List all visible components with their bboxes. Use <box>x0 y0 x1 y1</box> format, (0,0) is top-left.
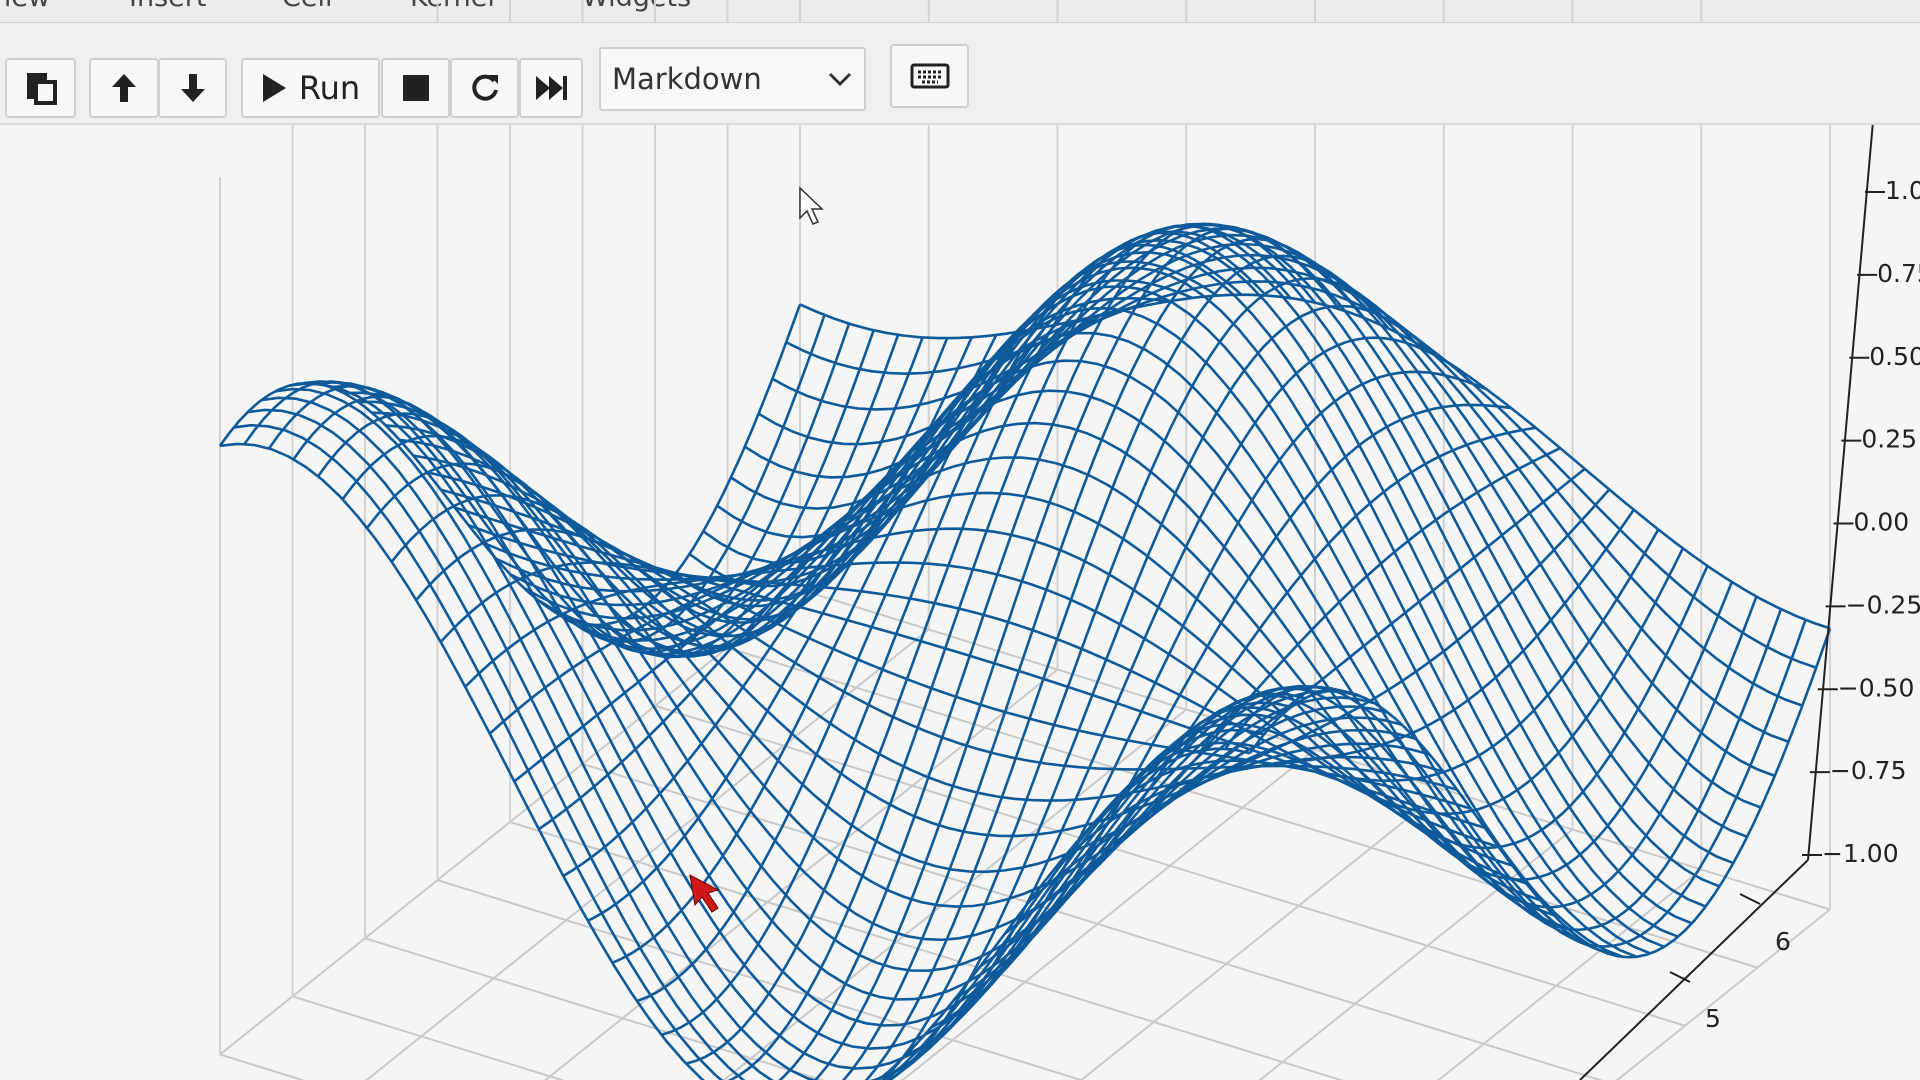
z-tick-label: −0.25 <box>1846 590 1920 619</box>
wireframe-surface <box>218 222 1832 1080</box>
y-axis-line <box>1579 859 1809 1080</box>
move-down-button[interactable] <box>158 58 227 118</box>
z-tick-label: −0.50 <box>1838 673 1915 702</box>
wireframe-line <box>1175 596 1758 909</box>
menu-item[interactable]: View <box>0 0 50 13</box>
fast-forward-icon <box>536 76 567 100</box>
mouse-cursor <box>799 186 824 225</box>
z-tick-label: 0.25 <box>1861 425 1917 454</box>
z-tick-label: −0.75 <box>1830 756 1907 785</box>
paste-icon <box>26 73 57 105</box>
floor-grid-line <box>364 937 825 1080</box>
axes: 1.00 0.75 0.50 0.25 0.00 −0.25 −0.50 −0.75 −1.00… <box>689 109 1920 1080</box>
menu-bar: View Insert Cell Kernel Widgets <box>0 0 1920 23</box>
y-tick-label: 5 <box>1705 1004 1721 1033</box>
z-tick-label: 0.00 <box>1854 508 1910 537</box>
wireframe-line <box>1248 627 1832 959</box>
wireframe-line <box>744 242 1776 778</box>
toolbar: Run Markdown <box>0 23 1920 125</box>
wireframe-line <box>267 323 851 654</box>
axes-panes <box>219 0 1831 1080</box>
floor-grid-line <box>292 995 566 1080</box>
wireframe-line <box>730 233 1762 809</box>
move-up-button[interactable] <box>89 58 159 118</box>
wireframe-line <box>771 266 1803 707</box>
menu-item[interactable]: Insert <box>129 0 206 13</box>
wireframe-line <box>785 280 1817 669</box>
red-cursor <box>689 874 720 913</box>
keyboard-button[interactable] <box>890 44 969 108</box>
wireframe-line <box>399 438 1430 838</box>
y-tick-label: 6 <box>1775 927 1791 956</box>
down-icon <box>180 74 205 102</box>
wireframe-line <box>881 277 1415 1080</box>
y-tick <box>1669 971 1691 983</box>
z-axis-line <box>1807 109 1875 861</box>
play-icon <box>262 74 286 102</box>
up-icon <box>112 74 136 102</box>
wireframe-line <box>757 253 1790 744</box>
z-tick-label: 0.50 <box>1869 342 1920 371</box>
z-tick-label: 0.75 <box>1877 259 1920 288</box>
wireframe-line <box>702 223 1734 865</box>
wireframe-line <box>1224 619 1807 948</box>
wireframe-line <box>799 293 1831 630</box>
stop-button[interactable] <box>381 58 450 118</box>
cell-type-label: Markdown <box>612 62 762 96</box>
menu-item[interactable]: Kernel <box>410 0 495 13</box>
restart-icon <box>471 74 498 101</box>
run-label: Run <box>298 69 361 107</box>
floor-grid-line <box>799 588 1831 911</box>
wireframe-line <box>716 227 1748 839</box>
floor-grid-line <box>1437 868 1702 1080</box>
wireframe-line <box>233 423 1265 1080</box>
floor-grid-line <box>1079 788 1445 1080</box>
y-tick <box>1739 893 1761 905</box>
cell-type-select[interactable]: Markdown <box>599 47 866 111</box>
stop-icon <box>402 75 429 101</box>
floor-grid-line <box>1258 828 1574 1080</box>
floor-grid-line <box>1615 908 1831 1080</box>
menu-item[interactable]: Widgets <box>582 0 691 13</box>
z-tick-label: −1.00 <box>1822 839 1899 868</box>
keyboard-icon <box>910 63 949 89</box>
dropdown-chevron <box>828 72 852 87</box>
floor-grid-line <box>654 704 1686 1027</box>
wireframe-line <box>385 424 1417 874</box>
wireframe-line <box>1150 581 1734 882</box>
paste-button[interactable] <box>5 58 76 118</box>
floor-grid-line <box>509 821 1344 1080</box>
wireframe-line <box>842 237 1366 1080</box>
run-button[interactable]: Run <box>241 58 380 118</box>
restart-button[interactable] <box>450 58 519 118</box>
menu-item[interactable]: Cell <box>282 0 332 13</box>
z-tick-label: 1.00 <box>1885 176 1920 205</box>
run-all-button[interactable] <box>519 58 583 118</box>
